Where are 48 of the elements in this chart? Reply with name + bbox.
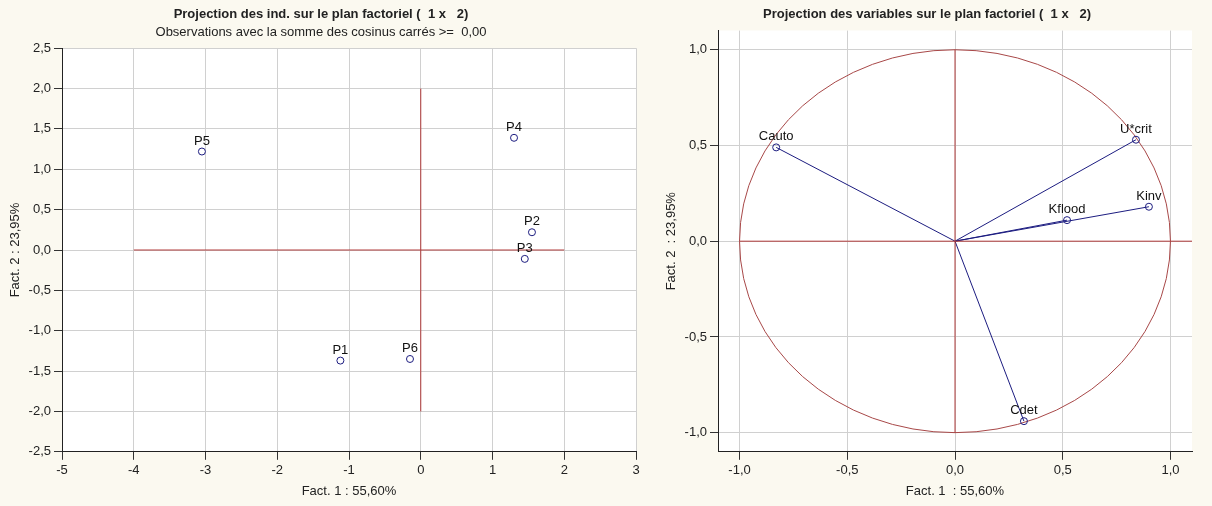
chart-title: Projection des ind. sur le plan factoriel ( 1 x 2): [173, 6, 469, 22]
x-tick-label: -4: [127, 462, 140, 478]
series-label: Kflood: [1048, 201, 1086, 217]
series-label: Cdet: [1010, 402, 1039, 418]
series-label: P5: [193, 132, 210, 148]
y-tick-label: 0,5: [688, 137, 707, 153]
series-label: Kinv: [1136, 187, 1163, 203]
series-label: Cauto: [758, 128, 794, 144]
series-label: P4: [506, 118, 522, 134]
y-tick-label: -2,0: [28, 403, 51, 419]
x-tick-label: 0,5: [1053, 462, 1072, 478]
chart-title: Projection des variables sur le plan factoriel ( 1 x 2): [762, 6, 1092, 22]
y-tick-label: 1,0: [688, 41, 707, 57]
series-label: P2: [524, 213, 540, 229]
y-tick-label: 2,5: [32, 39, 51, 55]
series-label: U*crit: [1120, 120, 1153, 136]
y-axis-title: Fact. 2 : 23,95%: [663, 191, 679, 291]
y-tick-label: 0,5: [32, 201, 51, 217]
series-label: P6: [402, 340, 418, 356]
y-tick-label: 1,0: [32, 160, 51, 176]
series-label: P3: [516, 239, 533, 255]
x-tick-label: 3: [632, 462, 640, 478]
y-tick-label: 2,0: [32, 80, 51, 96]
x-axis-title: Fact. 1 : 55,60%: [905, 482, 1005, 498]
x-tick-label: 1,0: [1161, 462, 1180, 478]
series-label: P1: [332, 341, 349, 357]
y-tick-label: -1,0: [684, 424, 707, 440]
x-tick-label: 0: [417, 462, 425, 478]
y-tick-label: 0,0: [688, 232, 707, 248]
x-tick-label: -2: [271, 462, 284, 478]
x-tick-label: 0,0: [945, 462, 965, 478]
y-tick-label: -1,5: [28, 362, 51, 378]
y-tick-label: -0,5: [28, 281, 51, 297]
x-tick-label: -1,0: [728, 462, 751, 478]
x-axis-title: Fact. 1 : 55,60%: [301, 482, 397, 498]
x-tick-label: -3: [199, 462, 212, 478]
y-tick-label: -0,5: [684, 328, 707, 344]
y-tick-label: -2,5: [28, 443, 51, 459]
chart-subtitle: Observations avec la somme des cosinus carrés >= 0,00: [155, 23, 487, 39]
x-tick-label: -0,5: [836, 462, 859, 478]
x-tick-label: 2: [560, 462, 568, 478]
x-tick-label: 1: [488, 462, 497, 478]
y-tick-label: 1,5: [32, 120, 51, 136]
x-tick-label: -1: [343, 462, 355, 478]
x-tick-label: -5: [56, 462, 68, 478]
y-tick-label: 0,0: [32, 241, 51, 257]
y-tick-label: -1,0: [28, 322, 51, 338]
y-axis-title: Fact. 2 : 23,95%: [7, 202, 23, 298]
